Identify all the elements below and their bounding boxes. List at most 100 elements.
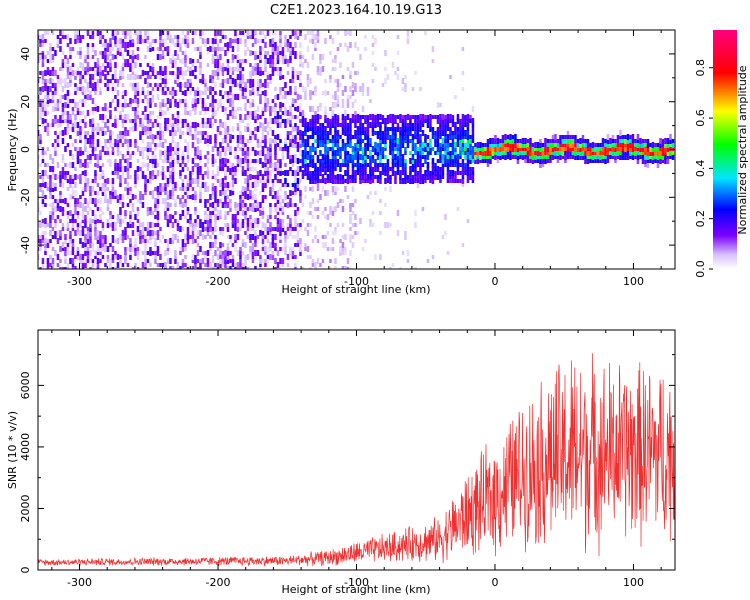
spectrogram-cell <box>74 38 77 44</box>
spectrogram-cell <box>424 119 427 123</box>
spectrogram-cell <box>249 111 252 115</box>
spectrogram-cell <box>241 266 245 269</box>
spectrogram-cell <box>236 107 240 111</box>
spectrogram-cell <box>91 87 95 91</box>
spectrogram-cell <box>146 46 150 52</box>
spectrogram-cell <box>399 119 402 123</box>
spectrogram-cell <box>116 47 120 51</box>
spectrogram-cell <box>251 243 255 247</box>
spectrogram-cell <box>91 243 95 247</box>
spectrogram-cell <box>84 179 87 183</box>
spectrogram-cell <box>39 163 42 167</box>
spectrogram-cell <box>314 226 317 232</box>
spectrogram-cell <box>421 147 425 151</box>
spectrogram-cell <box>379 163 382 167</box>
spectrogram-cell <box>86 227 90 231</box>
spectrogram-cell <box>351 171 355 175</box>
spectrogram-cell <box>524 151 527 155</box>
spectrogram-cell <box>384 127 387 131</box>
spectrogram-cell <box>264 154 267 160</box>
spectrogram-cell <box>531 158 535 164</box>
spectrogram-cell <box>159 83 162 87</box>
spectrogram-cell <box>576 151 580 155</box>
spectrogram-cell <box>106 159 110 163</box>
spectrogram-cell <box>296 223 300 227</box>
spectrogram-cell <box>459 179 462 183</box>
spectrogram-cell <box>69 231 72 235</box>
spectrogram-cell <box>181 166 185 172</box>
spectrogram-cell <box>129 218 132 224</box>
spectrogram-cell <box>391 167 395 171</box>
spectrogram-cell <box>244 86 247 92</box>
spectrogram-cell <box>276 226 280 232</box>
spectrogram-cell <box>429 142 432 148</box>
spectrogram-cell <box>274 151 277 155</box>
spectrogram-cell <box>109 259 112 263</box>
spectrogram-cell <box>56 207 60 211</box>
spectrogram-cell <box>181 91 185 95</box>
spectrogram-cell <box>166 223 170 227</box>
spectrogram-cell <box>346 46 350 52</box>
spectrogram-cell <box>294 267 297 269</box>
spectrogram-cell <box>179 43 182 47</box>
spectrogram-cell <box>126 175 130 179</box>
spectrogram-cell <box>304 195 307 199</box>
spectrogram-cell <box>114 62 117 68</box>
spectrogram-cell <box>271 234 275 240</box>
spectrogram-cell <box>444 147 447 151</box>
spectrogram-cell <box>84 183 87 187</box>
spectrogram-cell <box>656 159 660 163</box>
spectrogram-cell <box>651 154 655 160</box>
spectrogram-cell <box>569 135 572 139</box>
spectrogram-cell <box>44 126 47 132</box>
spectrogram-cell <box>336 123 340 127</box>
spectrogram-cell <box>481 159 485 163</box>
spectrogram-cell <box>164 191 167 195</box>
spectrogram-cell <box>324 215 327 219</box>
spectrogram-cell <box>351 174 355 180</box>
spectrogram-cell <box>189 67 192 71</box>
spectrogram-cell <box>84 99 87 103</box>
spectrogram-cell <box>114 67 117 71</box>
spectrogram-cell <box>199 95 202 99</box>
spectrogram-cell <box>256 218 260 224</box>
spectrogram-cell <box>184 43 187 47</box>
spectrogram-cell <box>309 127 312 131</box>
spectrogram-cell <box>119 223 122 227</box>
spectrogram-cell <box>324 178 327 184</box>
spectrogram-cell <box>254 206 257 212</box>
spectrogram-cell <box>276 70 280 76</box>
spectrogram-cell <box>156 246 160 252</box>
spectrogram-cell <box>56 254 60 260</box>
spectrogram-cell <box>449 175 452 179</box>
spectrogram-cell <box>246 162 250 168</box>
spectrogram-cell <box>116 262 120 268</box>
spectrogram-cell <box>204 122 207 128</box>
spectrogram-cell <box>111 215 115 219</box>
spectrogram-cell <box>134 170 137 176</box>
spectrogram-cell <box>154 158 157 164</box>
spectrogram-cell <box>209 203 212 207</box>
spectrogram-cell <box>409 118 412 124</box>
spectrogram-cell <box>151 99 155 103</box>
spectrogram-cell <box>204 39 207 43</box>
spectrogram-cell <box>411 127 415 131</box>
spectrogram-cell <box>209 242 212 248</box>
spectrogram-cell <box>466 179 470 183</box>
spectrogram-cell <box>291 250 295 256</box>
spectrogram-cell <box>216 43 220 47</box>
spectrogram-cell <box>204 199 207 203</box>
spectrogram-cell <box>104 107 107 111</box>
spectrogram-cell <box>436 139 440 143</box>
spectrogram-cell <box>131 246 135 252</box>
spectrogram-cell <box>374 175 377 179</box>
spectrogram-cell <box>241 150 245 156</box>
spectrogram-cell <box>311 171 315 175</box>
spectrogram-cell <box>224 250 227 256</box>
spectrogram-cell <box>211 191 215 195</box>
spectrogram-cell <box>84 95 87 99</box>
spectrogram-cell <box>516 139 520 143</box>
spectrogram-cell <box>66 179 70 183</box>
spectrogram-cell <box>329 51 332 55</box>
spectrogram-cell <box>466 134 470 140</box>
